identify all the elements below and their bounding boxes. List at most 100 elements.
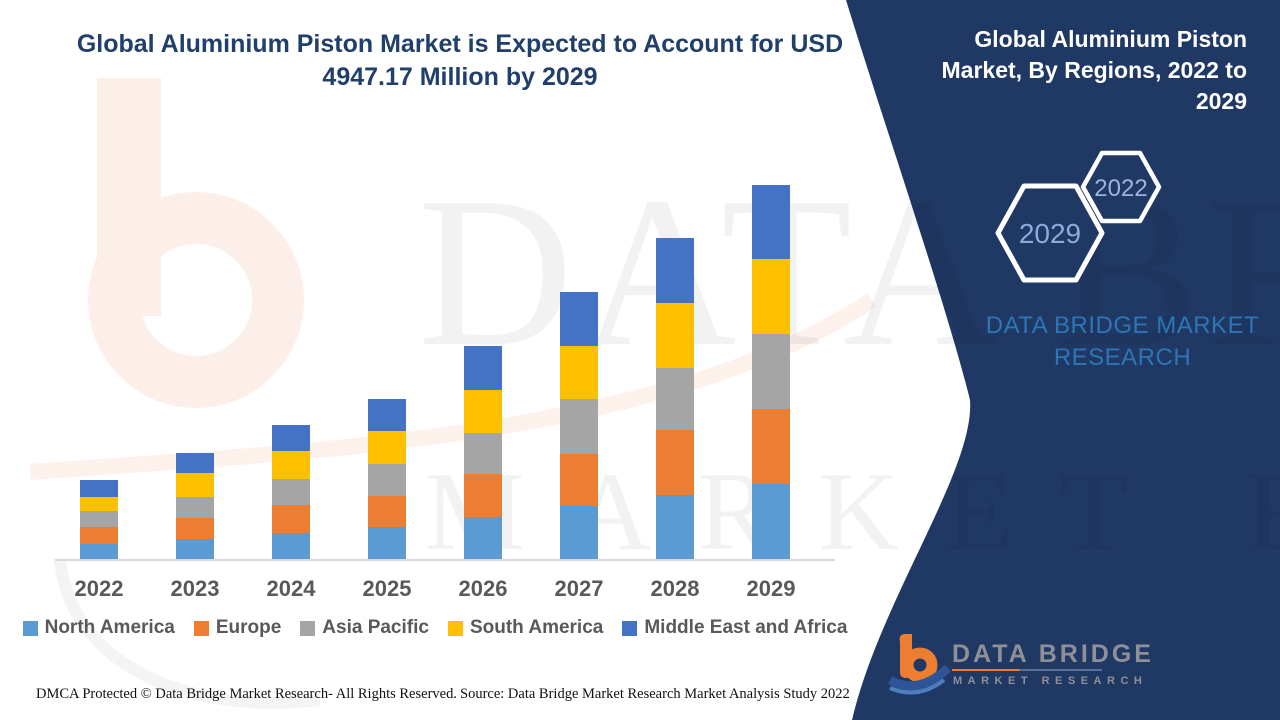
logo-underline bbox=[952, 669, 1102, 671]
x-axis-label-2022: 2022 bbox=[74, 576, 124, 601]
bar-segment-2025-middle-east-and-africa bbox=[368, 399, 406, 431]
bar-segment-2027-asia-pacific bbox=[560, 399, 598, 454]
bar-segment-2022-asia-pacific bbox=[80, 511, 118, 527]
bar-segment-2025-europe bbox=[368, 496, 406, 527]
x-axis-line bbox=[55, 559, 835, 561]
bar-segment-2028-europe bbox=[656, 430, 694, 495]
legend-label: Asia Pacific bbox=[322, 617, 429, 638]
hexagon-badges: 2029 2022 bbox=[995, 150, 1162, 283]
dmca-notice: DMCA Protected © Data Bridge Market Rese… bbox=[36, 686, 457, 702]
plot-area bbox=[51, 179, 819, 559]
x-axis-labels: 2022 2023 2024 2025 2026 2027 2028 2029 bbox=[51, 576, 819, 602]
bar-segment-2023-europe bbox=[176, 518, 214, 539]
side-panel-shape bbox=[846, 0, 1280, 720]
x-axis-label-2028: 2028 bbox=[650, 576, 700, 601]
bar-segment-2029-middle-east-and-africa bbox=[752, 185, 790, 259]
legend-item-south-america: South America bbox=[447, 617, 604, 639]
bar-column-2024 bbox=[243, 179, 339, 559]
x-axis-label-2029: 2029 bbox=[746, 576, 796, 601]
bar-segment-2026-europe bbox=[464, 474, 502, 517]
legend-label: North America bbox=[44, 617, 175, 638]
bar-segment-2025-asia-pacific bbox=[368, 464, 406, 496]
legend-swatch-icon bbox=[447, 620, 463, 636]
bar-column-2026 bbox=[435, 179, 531, 559]
logo-b-icon bbox=[888, 634, 952, 695]
bar-segment-2022-south-america bbox=[80, 497, 118, 511]
bar-segment-2024-middle-east-and-africa bbox=[272, 425, 310, 451]
bar-segment-2023-middle-east-and-africa bbox=[176, 453, 214, 473]
x-axis-label-2024: 2024 bbox=[266, 576, 316, 601]
watermark-b-bowl bbox=[88, 192, 304, 408]
hexagon-2029-label: 2029 bbox=[1019, 218, 1081, 249]
bar-segment-2029-asia-pacific bbox=[752, 334, 790, 409]
side-panel-title: Global Aluminium Piston Market, By Regio… bbox=[941, 26, 1248, 114]
x-axis-label-2023: 2023 bbox=[170, 576, 220, 601]
stacked-bar-2028 bbox=[656, 238, 694, 559]
stacked-bar-2023 bbox=[176, 453, 214, 559]
bar-segment-2027-europe bbox=[560, 454, 598, 506]
stacked-bar-2026 bbox=[464, 346, 502, 559]
legend: North America Europe Asia Pacific South Ame… bbox=[22, 617, 847, 639]
bar-segment-2028-north-america bbox=[656, 495, 694, 559]
legend-swatch-icon bbox=[622, 620, 638, 636]
x-axis-label-2025: 2025 bbox=[362, 576, 412, 601]
bar-segment-2024-asia-pacific bbox=[272, 479, 310, 505]
x-axis-label-2026: 2026 bbox=[458, 576, 508, 601]
bar-segment-2029-north-america bbox=[752, 484, 790, 559]
stacked-bar-2025 bbox=[368, 399, 406, 559]
legend-label: Europe bbox=[215, 617, 282, 638]
bar-column-2027 bbox=[531, 179, 627, 559]
source-note: Source: Data Bridge Market Research Mark… bbox=[460, 686, 850, 702]
bar-segment-2023-north-america bbox=[176, 539, 214, 559]
bar-segment-2028-south-america bbox=[656, 303, 694, 368]
logo-swoosh-dark bbox=[888, 664, 952, 691]
logo-name-text: DATA BRIDGE bbox=[952, 640, 1154, 668]
bar-segment-2027-north-america bbox=[560, 506, 598, 559]
bar-segment-2022-europe bbox=[80, 527, 118, 544]
bar-segment-2027-south-america bbox=[560, 346, 598, 399]
bar-segment-2024-north-america bbox=[272, 533, 310, 559]
bar-segment-2029-europe bbox=[752, 409, 790, 484]
bar-column-2023 bbox=[147, 179, 243, 559]
company-logo: DATA BRIDGE MARKET RESEARCH bbox=[880, 630, 1210, 700]
hexagon-2029 bbox=[995, 183, 1105, 283]
bar-segment-2023-south-america bbox=[176, 473, 214, 497]
bar-segment-2029-south-america bbox=[752, 259, 790, 334]
bar-segment-2026-north-america bbox=[464, 517, 502, 559]
bar-segment-2027-middle-east-and-africa bbox=[560, 292, 598, 346]
legend-item-asia-pacific: Asia Pacific bbox=[300, 617, 429, 639]
legend-swatch-icon bbox=[22, 620, 38, 636]
bar-segment-2023-asia-pacific bbox=[176, 497, 214, 518]
hexagon-2022 bbox=[1080, 150, 1162, 224]
logo-swoosh-light bbox=[889, 678, 946, 695]
bar-segment-2026-south-america bbox=[464, 390, 502, 433]
bar-column-2022 bbox=[51, 179, 147, 559]
legend-label: Middle East and Africa bbox=[644, 617, 848, 638]
legend-item-middle-east-and-africa: Middle East and Africa bbox=[622, 617, 847, 639]
stacked-bar-2027 bbox=[560, 292, 598, 559]
stacked-bar-2024 bbox=[272, 425, 310, 559]
logo-tagline-text: MARKET RESEARCH bbox=[953, 675, 1148, 687]
bar-segment-2022-north-america bbox=[80, 544, 118, 559]
bar-segment-2022-middle-east-and-africa bbox=[80, 480, 118, 497]
bar-segment-2025-south-america bbox=[368, 431, 406, 464]
bar-segment-2026-middle-east-and-africa bbox=[464, 346, 502, 390]
legend-label: South America bbox=[469, 617, 604, 638]
hexagon-2022-label: 2022 bbox=[1094, 175, 1147, 202]
bar-segment-2025-north-america bbox=[368, 527, 406, 559]
bar-segment-2026-asia-pacific bbox=[464, 433, 502, 474]
bar-column-2025 bbox=[339, 179, 435, 559]
bar-segment-2028-middle-east-and-africa bbox=[656, 238, 694, 303]
legend-swatch-icon bbox=[193, 620, 209, 636]
legend-item-europe: Europe bbox=[193, 617, 282, 639]
x-axis-label-2027: 2027 bbox=[554, 576, 604, 601]
stacked-bar-2022 bbox=[80, 480, 118, 559]
logo-b-bowl bbox=[902, 647, 938, 683]
legend-swatch-icon bbox=[300, 620, 316, 636]
bar-segment-2024-europe bbox=[272, 505, 310, 533]
chart-title: Global Aluminium Piston Market is Expect… bbox=[76, 30, 844, 91]
bar-column-2029 bbox=[723, 179, 819, 559]
bar-column-2028 bbox=[627, 179, 723, 559]
